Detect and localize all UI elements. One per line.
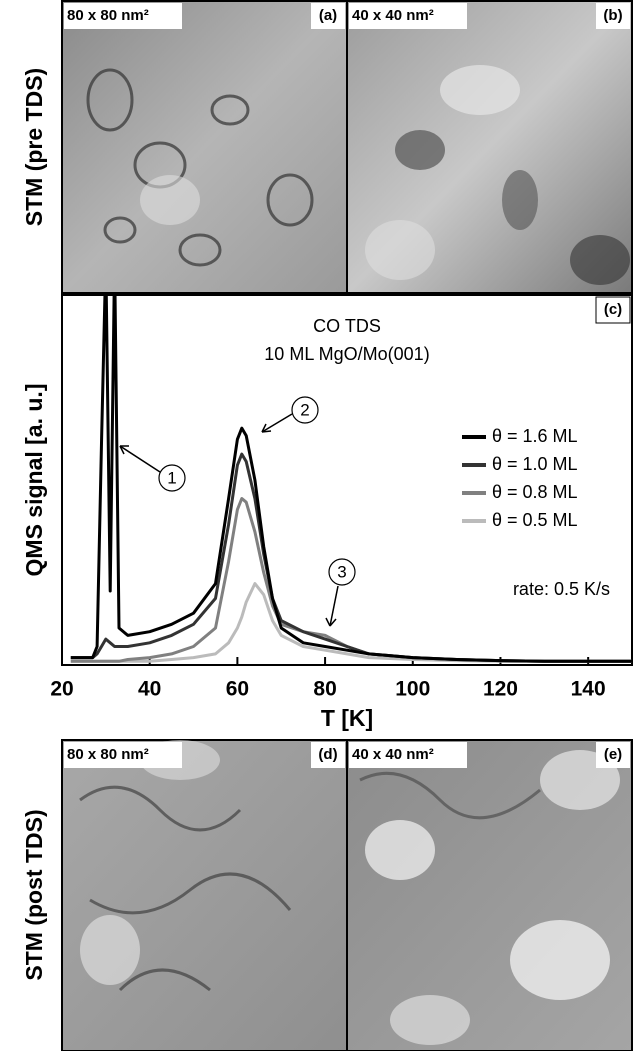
peak-label: 3: [337, 562, 346, 581]
peak-markers: [158, 396, 356, 586]
plot-lines: [70, 295, 632, 663]
x-tick-label: 100: [395, 678, 430, 701]
data-line: [70, 295, 632, 663]
stm-image-e: [346, 739, 633, 1052]
panel-size: 40 x 40 nm²: [352, 7, 434, 24]
panel-label: (c): [604, 301, 622, 318]
annotation: rate: 0.5 K/s: [513, 579, 610, 599]
x-tick-label: 80: [313, 678, 336, 701]
peak-label: 1: [167, 468, 176, 487]
legend-label: θ = 1.0 ML: [492, 454, 578, 474]
panel-label: (d): [318, 746, 337, 763]
panel-label: (a): [319, 7, 337, 24]
panel-size: 80 x 80 nm²: [67, 746, 149, 763]
panel-label: (b): [603, 7, 622, 24]
peak-label: 2: [300, 400, 309, 419]
stm-image-b: [346, 0, 633, 294]
y-axis-label: QMS signal [a. u.]: [21, 384, 47, 577]
panel-label: (e): [604, 746, 622, 763]
legend-label: θ = 0.8 ML: [492, 482, 578, 502]
stm-image-d: [61, 739, 348, 1052]
x-tick-label: 20: [50, 678, 73, 701]
legend-label: θ = 1.6 ML: [492, 426, 578, 446]
panel-size: 80 x 80 nm²: [67, 7, 149, 24]
x-tick-label: 120: [483, 678, 518, 701]
peak-arrows: [119, 413, 339, 627]
panel-size: 40 x 40 nm²: [352, 746, 434, 763]
plot-frame: [61, 294, 633, 666]
stm-image-a: [61, 0, 348, 294]
annotation: 10 ML MgO/Mo(001): [264, 344, 429, 364]
x-tick-label: 140: [571, 678, 606, 701]
x-axis-label: T [K]: [321, 705, 373, 731]
legend-label: θ = 0.5 ML: [492, 510, 578, 530]
side-label: STM (pre TDS): [21, 68, 47, 226]
annotation: CO TDS: [313, 316, 381, 336]
x-tick-label: 40: [138, 678, 161, 701]
x-tick-label: 60: [226, 678, 249, 701]
side-label: STM (post TDS): [21, 809, 47, 980]
